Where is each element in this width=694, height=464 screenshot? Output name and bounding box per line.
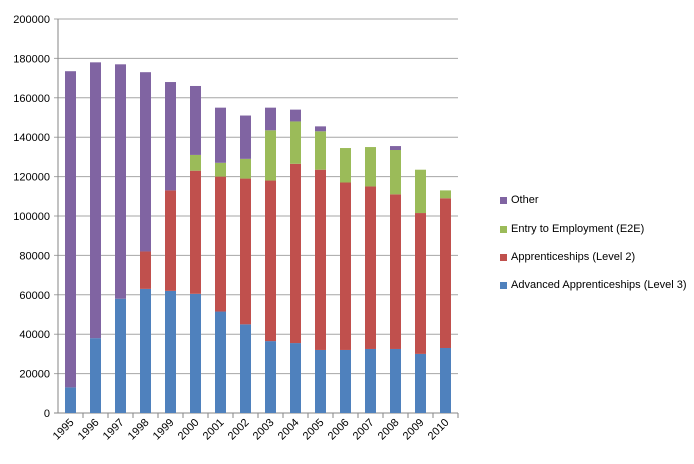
bar-entry-to-employment-e2e--2008: [390, 150, 401, 195]
bar-entry-to-employment-e2e--2005: [315, 131, 326, 170]
bar-apprenticeships-level-2--2002: [240, 178, 251, 325]
bar-entry-to-employment-e2e--2002: [240, 158, 251, 179]
bar-advanced-apprenticeships-level-3--2001: [215, 311, 226, 413]
bar-other-1998: [140, 72, 151, 252]
bar-other-2001: [215, 107, 226, 163]
bar-advanced-apprenticeships-level-3--2010: [440, 347, 451, 413]
legend-label: Apprenticeships (Level 2): [511, 251, 636, 263]
y-tick-label: 0: [44, 408, 50, 420]
bar-advanced-apprenticeships-level-3--2005: [315, 349, 326, 413]
bar-apprenticeships-level-2--2010: [440, 198, 451, 348]
bar-apprenticeships-level-2--2001: [215, 176, 226, 312]
y-tick-label: 100000: [13, 211, 50, 223]
legend-item: Apprenticeships (Level 2): [500, 251, 635, 263]
bar-advanced-apprenticeships-level-3--1999: [165, 290, 176, 413]
bar-apprenticeships-level-2--2000: [190, 170, 201, 294]
legend-swatch: [500, 281, 507, 289]
bar-other-2002: [240, 115, 251, 159]
y-tick-label: 160000: [13, 93, 50, 105]
x-tick-label: 2005: [301, 417, 327, 443]
bar-entry-to-employment-e2e--2007: [365, 147, 376, 187]
bar-advanced-apprenticeships-level-3--1997: [115, 298, 126, 413]
bar-other-2005: [315, 126, 326, 132]
bar-other-1996: [90, 62, 101, 339]
x-tick-label: 2001: [201, 417, 227, 443]
legend-label: Entry to Employment (E2E): [511, 223, 645, 235]
bar-advanced-apprenticeships-level-3--1995: [65, 387, 76, 413]
legend-item: Entry to Employment (E2E): [500, 223, 644, 235]
y-tick-label: 200000: [13, 14, 50, 26]
x-tick-label: 1998: [126, 417, 152, 443]
bar-apprenticeships-level-2--2007: [365, 186, 376, 349]
bar-entry-to-employment-e2e--2009: [415, 169, 426, 214]
bar-entry-to-employment-e2e--2001: [215, 162, 226, 177]
bar-advanced-apprenticeships-level-3--2002: [240, 324, 251, 413]
bar-apprenticeships-level-2--2008: [390, 194, 401, 349]
bar-other-1995: [65, 71, 76, 388]
bar-advanced-apprenticeships-level-3--2003: [265, 341, 276, 413]
bar-advanced-apprenticeships-level-3--2000: [190, 293, 201, 413]
bar-apprenticeships-level-2--2003: [265, 180, 276, 342]
bar-apprenticeships-level-2--1998: [140, 251, 151, 289]
bar-advanced-apprenticeships-level-3--2004: [290, 343, 301, 413]
bar-apprenticeships-level-2--2009: [415, 213, 426, 354]
x-tick-label: 2010: [426, 417, 452, 443]
x-tick-label: 2002: [226, 417, 252, 443]
x-tick-label: 2000: [176, 417, 202, 443]
y-tick-label: 120000: [13, 172, 50, 184]
bar-advanced-apprenticeships-level-3--1998: [140, 288, 151, 413]
y-tick-label: 80000: [19, 250, 50, 262]
bar-other-1997: [115, 64, 126, 299]
legend-swatch: [500, 225, 507, 233]
legend-swatch: [500, 196, 507, 204]
legend-item: Other: [500, 194, 539, 206]
bar-advanced-apprenticeships-level-3--2006: [340, 349, 351, 413]
bar-advanced-apprenticeships-level-3--1996: [90, 338, 101, 413]
bar-entry-to-employment-e2e--2004: [290, 121, 301, 164]
legend-label: Advanced Apprenticeships (Level 3): [511, 279, 687, 291]
bar-apprenticeships-level-2--2005: [315, 169, 326, 350]
legend-swatch: [500, 253, 507, 261]
bar-entry-to-employment-e2e--2000: [190, 154, 201, 171]
x-tick-label: 2009: [401, 417, 427, 443]
bar-other-2003: [265, 107, 276, 131]
x-tick-label: 2006: [326, 417, 352, 443]
bar-apprenticeships-level-2--2004: [290, 163, 301, 344]
x-tick-label: 2008: [376, 417, 402, 443]
x-tick-label: 1997: [101, 417, 127, 443]
y-tick-label: 60000: [19, 290, 50, 302]
bar-advanced-apprenticeships-level-3--2009: [415, 353, 426, 413]
y-tick-label: 180000: [13, 53, 50, 65]
legend-label: Other: [511, 194, 539, 206]
bar-advanced-apprenticeships-level-3--2007: [365, 348, 376, 413]
bar-other-2000: [190, 85, 201, 155]
bar-advanced-apprenticeships-level-3--2008: [390, 348, 401, 413]
bar-apprenticeships-level-2--1999: [165, 190, 176, 291]
y-tick-label: 20000: [19, 369, 50, 381]
bar-entry-to-employment-e2e--2003: [265, 130, 276, 181]
bar-entry-to-employment-e2e--2006: [340, 148, 351, 183]
x-tick-label: 1999: [151, 417, 177, 443]
x-tick-label: 1996: [76, 417, 102, 443]
bar-other-2008: [390, 146, 401, 151]
x-tick-label: 2003: [251, 417, 277, 443]
bar-other-2004: [290, 109, 301, 122]
x-tick-label: 2007: [351, 417, 377, 443]
bar-other-1999: [165, 82, 176, 191]
legend-item: Advanced Apprenticeships (Level 3): [500, 279, 687, 291]
bar-entry-to-employment-e2e--2010: [440, 190, 451, 199]
bar-apprenticeships-level-2--2006: [340, 182, 351, 350]
y-tick-label: 40000: [19, 329, 50, 341]
x-tick-label: 2004: [276, 417, 302, 443]
y-tick-label: 140000: [13, 132, 50, 144]
x-tick-label: 1995: [51, 417, 77, 443]
